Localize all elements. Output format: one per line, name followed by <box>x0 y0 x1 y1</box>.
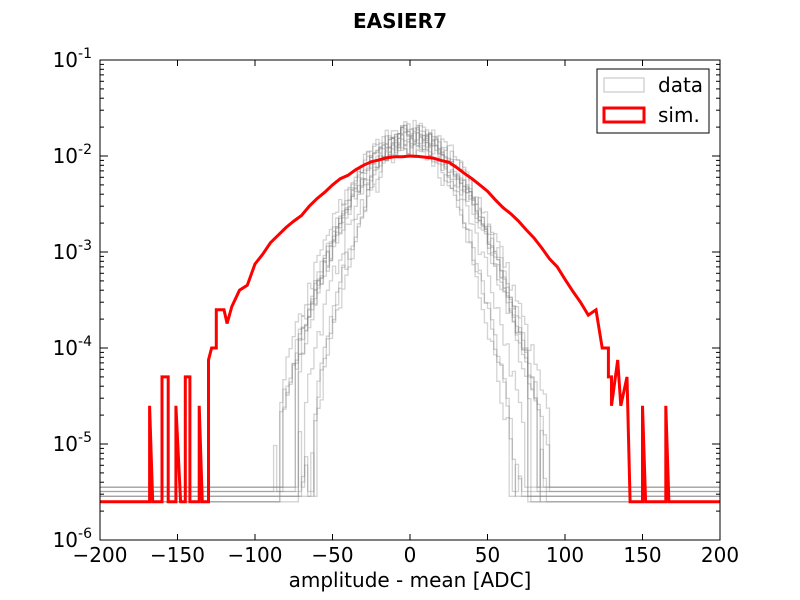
legend-label-data: data <box>658 73 703 97</box>
x-tick-label: −100 <box>228 543 283 567</box>
data-histogram-line <box>100 119 720 488</box>
x-tick-label: −200 <box>73 543 128 567</box>
legend-swatch-data <box>603 77 645 93</box>
x-tick-label: 50 <box>475 543 500 567</box>
data-histogram-line <box>100 124 720 488</box>
chart-title: EASIER7 <box>353 9 447 33</box>
sim-layer <box>100 154 720 504</box>
x-tick-label: −50 <box>311 543 353 567</box>
data-histogram-line <box>100 138 720 503</box>
legend-label-sim: sim. <box>658 103 700 127</box>
data-histogram-line <box>100 132 720 493</box>
data-histogram-line <box>100 129 720 503</box>
y-tick-label: 10-6 <box>53 526 93 552</box>
data-histogram-line <box>100 123 720 503</box>
x-tick-label: 200 <box>701 543 739 567</box>
x-tick-label: 150 <box>623 543 661 567</box>
x-axis-label: amplitude - mean [ADC] <box>289 568 532 592</box>
data-histogram-line <box>100 127 720 497</box>
y-tick-label: 10-1 <box>53 46 92 72</box>
y-tick-label: 10-3 <box>53 238 92 264</box>
x-tick-label: 0 <box>404 543 417 567</box>
legend-swatch-sim <box>602 106 646 124</box>
data-histogram-line <box>100 122 720 497</box>
y-tick-label: 10-4 <box>53 334 93 360</box>
x-tick-label: −150 <box>150 543 205 567</box>
data-histogram-line <box>100 134 720 488</box>
ticks-layer: −200 −150 −100 −50 0 50 100 150 200 10-6 10-5 10-4 1… <box>53 46 740 567</box>
y-tick-label: 10-2 <box>53 142 92 168</box>
y-tick-label: 10-5 <box>53 430 92 456</box>
data-histogram-line <box>100 130 720 493</box>
data-histogram-line <box>100 126 720 493</box>
data-layer <box>100 119 720 503</box>
x-tick-label: 100 <box>546 543 584 567</box>
data-histogram-line <box>100 142 720 497</box>
sim-histogram-line <box>100 154 720 504</box>
legend: data sim. <box>596 68 710 134</box>
